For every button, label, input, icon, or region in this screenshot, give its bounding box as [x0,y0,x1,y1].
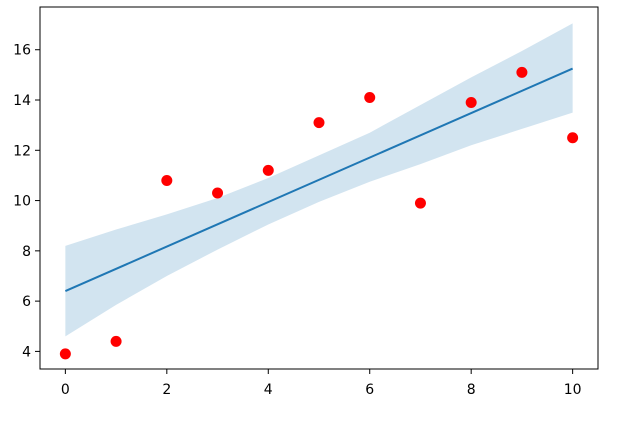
data-point [414,197,426,209]
data-point [516,66,528,78]
data-point [364,92,376,103]
data-point [161,174,173,186]
data-point [313,117,325,129]
plot-area [59,23,579,360]
y-tick-label: 4 [22,344,31,360]
data-point [262,164,274,176]
data-point [567,132,579,144]
x-tick-label: 2 [162,382,171,398]
y-tick-label: 10 [13,194,31,210]
data-point [110,335,122,347]
y-tick-label: 14 [13,93,31,109]
axes: 0 2 4 6 8 10 4 6 8 10 12 14 16 [13,6,599,398]
x-tick-label: 8 [467,382,476,398]
axes-frame [39,6,599,370]
y-tick-label: 6 [22,294,31,310]
y-tick-label: 16 [13,43,31,59]
data-point [465,97,477,109]
x-tick-label: 6 [365,382,374,398]
x-tick-label: 4 [264,382,273,398]
x-tick-label: 10 [564,382,582,398]
data-point [212,187,224,199]
y-tick-label: 12 [13,143,31,159]
data-point [59,348,71,360]
y-tick-label: 8 [22,244,31,260]
x-tick-label: 0 [61,382,70,398]
regression-line [64,67,574,292]
